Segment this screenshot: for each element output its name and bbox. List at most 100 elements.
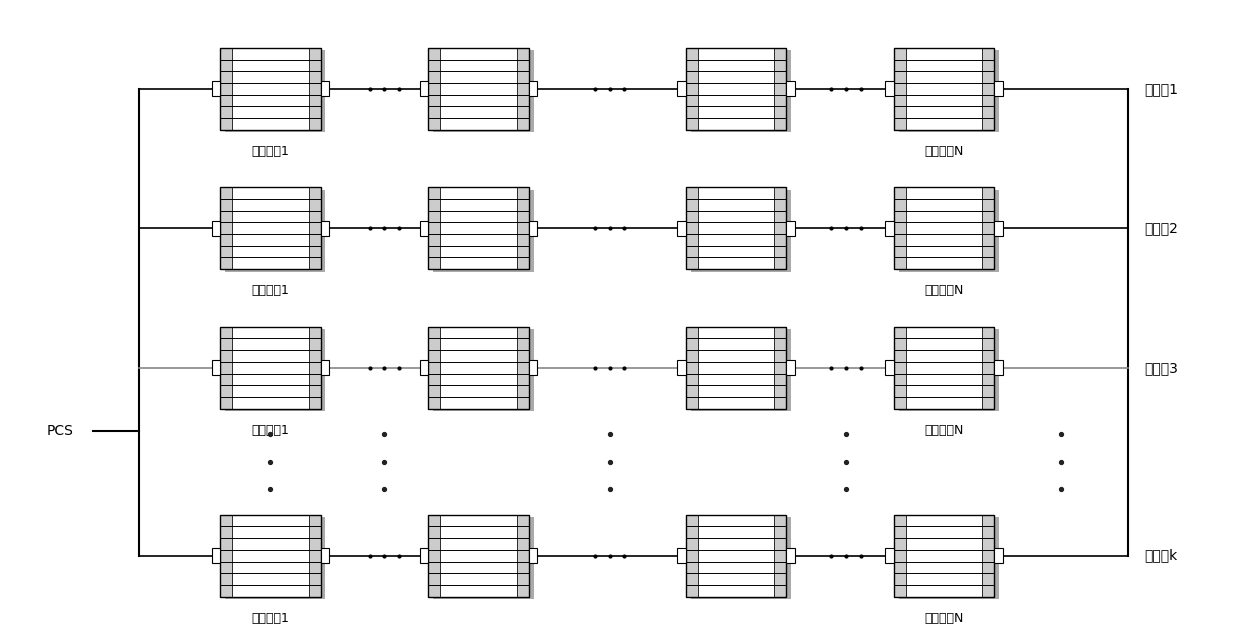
Bar xyxy=(698,48,774,130)
Bar xyxy=(225,190,326,272)
Text: 电池单体N: 电池单体N xyxy=(924,424,964,437)
Bar xyxy=(517,514,529,597)
Bar xyxy=(221,187,232,269)
Bar xyxy=(321,221,330,236)
Bar xyxy=(893,514,906,597)
Bar xyxy=(995,82,1002,96)
Bar xyxy=(893,327,995,409)
Text: 电池单体1: 电池单体1 xyxy=(252,145,289,158)
Bar xyxy=(690,517,790,599)
Bar xyxy=(995,549,1002,563)
Bar xyxy=(309,48,321,130)
Bar xyxy=(440,187,517,269)
Bar xyxy=(429,327,440,409)
Bar xyxy=(983,187,995,269)
Bar xyxy=(685,48,786,130)
Bar xyxy=(221,327,232,409)
Bar xyxy=(898,329,1000,411)
Bar xyxy=(786,221,794,236)
Text: 电池组3: 电池组3 xyxy=(1144,361,1178,375)
Bar xyxy=(676,82,685,96)
Bar xyxy=(786,82,794,96)
Bar xyxy=(886,221,893,236)
Bar xyxy=(529,221,538,236)
Bar xyxy=(898,51,1000,132)
Bar xyxy=(429,48,529,130)
Bar xyxy=(212,82,221,96)
Bar xyxy=(225,517,326,599)
Bar xyxy=(221,514,321,597)
Bar xyxy=(685,187,786,269)
Bar xyxy=(774,187,786,269)
Bar xyxy=(440,514,517,597)
Bar xyxy=(429,514,440,597)
Bar xyxy=(221,327,321,409)
Bar xyxy=(434,51,534,132)
Bar xyxy=(212,549,221,563)
Bar xyxy=(690,329,790,411)
Bar xyxy=(232,187,309,269)
Bar xyxy=(232,327,309,409)
Bar xyxy=(420,549,429,563)
Bar xyxy=(685,327,698,409)
Bar xyxy=(893,48,995,130)
Bar xyxy=(309,187,321,269)
Bar xyxy=(221,48,321,130)
Bar xyxy=(429,327,529,409)
Bar xyxy=(906,187,983,269)
Bar xyxy=(232,514,309,597)
Bar xyxy=(529,549,538,563)
Bar xyxy=(906,327,983,409)
Bar xyxy=(685,514,786,597)
Bar xyxy=(429,514,529,597)
Bar xyxy=(429,187,529,269)
Bar xyxy=(774,514,786,597)
Bar xyxy=(221,514,232,597)
Bar xyxy=(685,48,698,130)
Text: 电池组2: 电池组2 xyxy=(1144,221,1178,235)
Bar xyxy=(886,549,893,563)
Bar xyxy=(232,48,309,130)
Bar xyxy=(995,360,1002,375)
Bar xyxy=(893,48,906,130)
Bar xyxy=(786,549,794,563)
Bar xyxy=(221,48,232,130)
Bar xyxy=(898,190,1000,272)
Bar xyxy=(685,514,698,597)
Bar xyxy=(698,187,774,269)
Bar xyxy=(676,360,685,375)
Bar xyxy=(893,514,995,597)
Bar xyxy=(786,360,794,375)
Bar xyxy=(517,48,529,130)
Bar xyxy=(898,517,1000,599)
Bar xyxy=(434,190,534,272)
Text: 电池单体N: 电池单体N xyxy=(924,284,964,297)
Bar xyxy=(529,82,538,96)
Bar xyxy=(440,48,517,130)
Bar xyxy=(517,187,529,269)
Bar xyxy=(774,48,786,130)
Text: PCS: PCS xyxy=(46,424,73,439)
Text: 电池单体1: 电池单体1 xyxy=(252,284,289,297)
Bar xyxy=(321,549,330,563)
Bar xyxy=(321,360,330,375)
Bar xyxy=(429,48,440,130)
Text: 电池单体1: 电池单体1 xyxy=(252,612,289,625)
Bar xyxy=(212,360,221,375)
Text: 电池组1: 电池组1 xyxy=(1144,82,1178,96)
Bar xyxy=(690,51,790,132)
Bar xyxy=(225,329,326,411)
Bar xyxy=(995,221,1002,236)
Bar xyxy=(698,514,774,597)
Bar xyxy=(886,82,893,96)
Bar xyxy=(690,190,790,272)
Bar xyxy=(906,48,983,130)
Text: 电池单体1: 电池单体1 xyxy=(252,424,289,437)
Bar xyxy=(429,187,440,269)
Bar xyxy=(698,327,774,409)
Bar xyxy=(225,51,326,132)
Bar xyxy=(309,327,321,409)
Bar xyxy=(420,360,429,375)
Bar xyxy=(886,360,893,375)
Text: 电池单体N: 电池单体N xyxy=(924,145,964,158)
